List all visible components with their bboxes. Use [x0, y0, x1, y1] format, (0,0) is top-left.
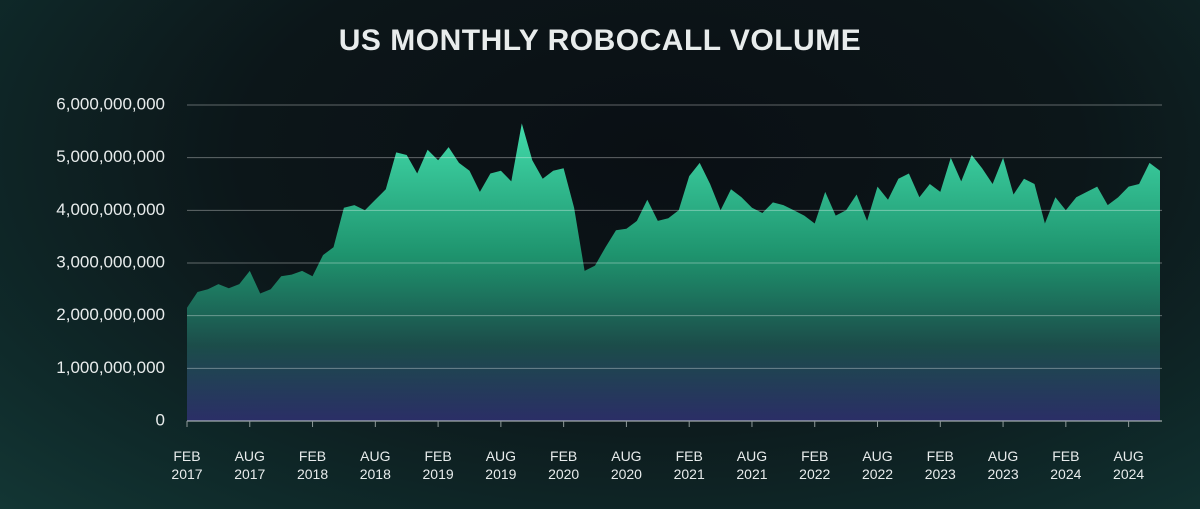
- x-tick-label: AUG 2020: [610, 448, 642, 482]
- x-tick-label: AUG 2019: [485, 448, 517, 482]
- x-tick-label: AUG 2023: [987, 448, 1019, 482]
- x-tick-label: AUG 2022: [861, 448, 894, 482]
- y-tick-label: 4,000,000,000: [56, 200, 165, 219]
- x-tick-label: FEB 2018: [296, 448, 329, 482]
- y-tick-label: 6,000,000,000: [56, 94, 165, 113]
- y-tick-label: 3,000,000,000: [56, 252, 165, 271]
- chart-title: US MONTHLY ROBOCALL VOLUME: [339, 24, 861, 57]
- x-tick-label: FEB 2022: [799, 448, 831, 482]
- x-tick-label: AUG 2018: [359, 448, 391, 482]
- x-tick-label: FEB 2020: [548, 448, 580, 482]
- x-tick-label: FEB 2023: [924, 448, 956, 482]
- x-tick-label: FEB 2017: [171, 448, 203, 482]
- y-tick-label: 1,000,000,000: [56, 358, 165, 377]
- x-tick-label: AUG 2017: [234, 448, 266, 482]
- y-tick-label: 2,000,000,000: [56, 305, 165, 324]
- area: [187, 123, 1160, 422]
- x-tick-label: AUG 2024: [1113, 448, 1145, 482]
- y-tick-label: 5,000,000,000: [56, 147, 165, 166]
- x-tick-label: FEB 2024: [1050, 448, 1082, 482]
- x-tick-label: AUG 2021: [736, 448, 768, 482]
- x-tick-label: FEB 2021: [673, 448, 705, 482]
- y-tick-label: 0: [156, 410, 165, 429]
- x-tick-label: FEB 2019: [422, 448, 454, 482]
